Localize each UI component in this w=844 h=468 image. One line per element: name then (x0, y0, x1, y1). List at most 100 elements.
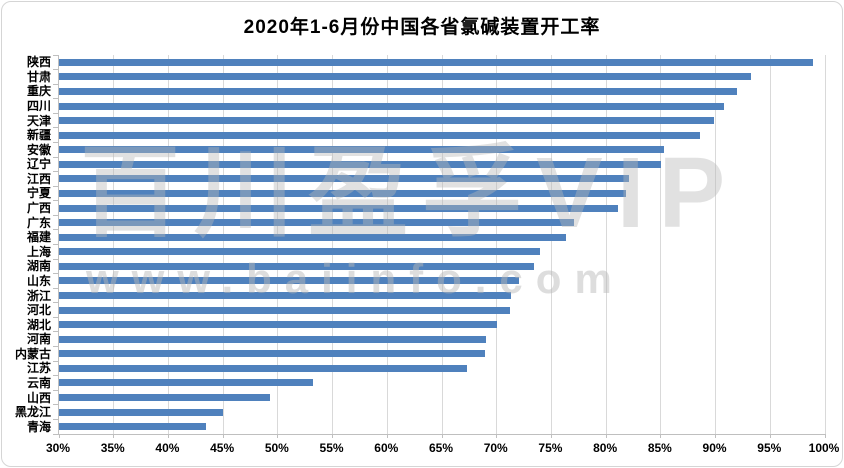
y-axis-tick (53, 83, 59, 85)
category-label: 河北 (26, 303, 51, 318)
x-axis-tick-label: 55% (319, 441, 344, 455)
x-axis-tick-label: 60% (374, 441, 399, 455)
y-axis-tick (53, 346, 59, 348)
bar-浙江 (59, 292, 511, 300)
category-label: 江苏 (26, 361, 51, 376)
y-axis-tick (53, 331, 59, 333)
bar-上海 (59, 248, 541, 256)
gridline-40% (167, 55, 169, 434)
bar-广东 (59, 219, 575, 227)
x-axis-tick (824, 434, 826, 438)
x-axis-tick-label: 65% (428, 441, 454, 455)
gridline-90% (715, 55, 717, 434)
gridline-65% (441, 55, 443, 434)
category-label: 甘肃 (26, 69, 51, 84)
category-label: 辽宁 (26, 157, 51, 172)
bar-辽宁 (59, 160, 661, 168)
y-axis-tick (53, 375, 59, 377)
category-label: 云南 (26, 375, 51, 390)
y-axis-tick (53, 214, 59, 216)
bar-云南 (59, 379, 313, 387)
bar-四川 (59, 102, 725, 110)
y-axis-tick (53, 404, 59, 406)
bar-安徽 (59, 146, 665, 154)
bar-湖南 (59, 262, 534, 270)
category-label: 广东 (26, 215, 51, 230)
category-label: 湖北 (26, 317, 51, 332)
x-axis-tick-label: 40% (155, 441, 180, 455)
y-axis-tick (53, 54, 59, 56)
gridline-100% (824, 55, 826, 434)
category-label: 陕西 (26, 55, 51, 70)
x-axis-tick-label: 45% (210, 441, 235, 455)
bar-陕西 (59, 58, 813, 66)
y-axis-tick (53, 185, 59, 187)
category-label: 天津 (26, 113, 51, 128)
x-axis-tick (769, 434, 771, 438)
x-axis-tick-label: 75% (538, 441, 563, 455)
x-axis-tick-label: 80% (593, 441, 618, 455)
y-axis-tick (53, 229, 59, 231)
gridline-70% (496, 55, 498, 434)
y-axis-tick (53, 389, 59, 391)
category-label: 重庆 (26, 84, 51, 99)
y-axis-tick (53, 112, 59, 114)
category-label: 安徽 (26, 142, 51, 157)
y-axis-tick (53, 244, 59, 245)
category-label: 黑龙江 (14, 405, 51, 420)
y-axis-labels: 陕西 甘肃 重庆 四川 天津 新疆 安徽 辽宁 江西 宁夏 广西 广东 福建 上海 湖南 山东 浙江 河北 湖北 河南… (2, 55, 54, 434)
x-axis-tick-label: 95% (757, 441, 782, 455)
bar-重庆 (59, 87, 738, 95)
gridline-85% (660, 55, 662, 434)
bar-福建 (59, 233, 566, 241)
y-axis-tick (53, 418, 59, 420)
x-axis-tick (332, 434, 334, 438)
category-label: 福建 (26, 230, 51, 245)
x-axis-tick (605, 434, 607, 438)
category-label: 广西 (26, 201, 51, 216)
gridline-60% (386, 55, 388, 434)
y-axis-tick (53, 302, 59, 304)
x-axis-tick (58, 434, 60, 438)
bar-黑龙江 (59, 408, 224, 416)
y-axis-tick (53, 273, 59, 275)
bar-江苏 (59, 364, 468, 372)
gridline-95% (769, 55, 771, 434)
x-axis-tick (550, 434, 552, 438)
category-label: 江西 (26, 171, 51, 186)
y-axis-tick (53, 98, 59, 100)
plot-area (53, 54, 826, 438)
bar-河南 (59, 335, 486, 343)
category-label: 浙江 (26, 288, 51, 303)
x-axis-tick (222, 434, 224, 438)
x-axis-tick (167, 434, 169, 438)
y-axis-tick (53, 141, 59, 143)
x-axis-tick-label: 30% (45, 441, 71, 455)
category-label: 山西 (26, 390, 51, 405)
x-axis-tick-label: 70% (483, 441, 508, 455)
bar-广西 (59, 204, 619, 212)
y-axis-tick (53, 171, 59, 173)
category-label: 山东 (26, 273, 51, 288)
bar-宁夏 (59, 189, 626, 197)
category-label: 河南 (26, 332, 51, 347)
bar-山东 (59, 277, 519, 285)
bar-天津 (59, 117, 715, 125)
bar-湖北 (59, 321, 497, 329)
y-axis-tick (53, 287, 59, 289)
y-axis-tick (53, 69, 59, 71)
gridline-80% (605, 55, 607, 434)
x-axis-tick (113, 434, 115, 438)
x-axis-tick (660, 434, 662, 438)
x-axis-tick-label: 85% (647, 441, 672, 455)
gridline-45% (222, 55, 224, 434)
x-axis-tick (715, 434, 717, 438)
y-axis-tick (53, 316, 59, 318)
y-axis-tick (53, 360, 59, 362)
bar-山西 (59, 394, 271, 402)
x-axis-tick (277, 434, 279, 438)
category-label: 宁夏 (26, 186, 51, 201)
x-axis-tick (441, 434, 443, 438)
x-axis-tick-label: 50% (264, 441, 289, 455)
